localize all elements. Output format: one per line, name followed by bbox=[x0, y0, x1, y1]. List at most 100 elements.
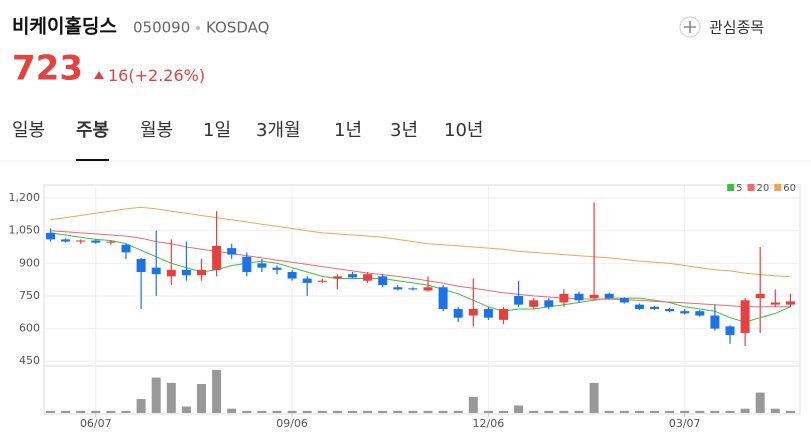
volume-bar bbox=[332, 410, 342, 413]
stock-name: 비케이홀딩스 bbox=[12, 15, 117, 38]
volume-bar bbox=[755, 392, 765, 413]
candle-body bbox=[529, 300, 539, 307]
tab[interactable]: 3개월 bbox=[256, 120, 301, 141]
tabs: 일봉 주봉 월봉 1일 3개월 1년 3년 10년 bbox=[12, 120, 483, 161]
candle-body bbox=[136, 258, 146, 273]
volume-bar bbox=[363, 410, 373, 413]
tab[interactable]: 1일 bbox=[203, 120, 231, 141]
candle-body bbox=[76, 240, 86, 242]
volume-bar bbox=[197, 383, 206, 413]
candle-body bbox=[61, 239, 71, 242]
candle-body bbox=[348, 274, 357, 278]
volume-bar bbox=[529, 410, 539, 413]
volume-bar bbox=[604, 410, 614, 413]
tab[interactable]: 월봉 bbox=[140, 120, 173, 141]
tab[interactable]: 10년 bbox=[444, 120, 483, 141]
candle-body bbox=[619, 298, 629, 303]
volume-bar bbox=[468, 396, 478, 413]
volume-bar bbox=[740, 408, 750, 413]
volume-bar bbox=[634, 410, 644, 413]
candle-body bbox=[755, 293, 765, 299]
volume-bar bbox=[499, 410, 508, 413]
change-value: 16 bbox=[108, 66, 128, 85]
candle-body bbox=[91, 240, 101, 243]
volume-bar bbox=[317, 410, 327, 413]
candle-body bbox=[483, 309, 493, 318]
volume-bar bbox=[272, 410, 282, 413]
volume-bar bbox=[408, 410, 418, 413]
volume-bar bbox=[61, 410, 71, 413]
plot-frame bbox=[43, 184, 801, 415]
candle-body bbox=[725, 326, 735, 336]
candle-body bbox=[378, 276, 388, 286]
volume-bar bbox=[453, 410, 463, 413]
volume-bar bbox=[257, 410, 267, 413]
y-tick-label: 1,200 bbox=[9, 191, 41, 204]
volume-bar bbox=[76, 410, 86, 413]
candle-body bbox=[514, 295, 524, 305]
legend-swatch bbox=[727, 184, 735, 191]
candle-body bbox=[574, 293, 584, 301]
change-pct: (+2.26%) bbox=[128, 66, 205, 85]
candle-body bbox=[453, 309, 463, 318]
tab[interactable]: 1년 bbox=[334, 120, 362, 141]
volume-bar bbox=[680, 410, 690, 413]
up-arrow bbox=[94, 71, 104, 79]
volume-bar bbox=[574, 410, 584, 413]
volume-bar bbox=[378, 410, 388, 413]
volume-bar bbox=[770, 408, 780, 413]
watch-label: 관심종목 bbox=[709, 19, 764, 37]
y-tick-label: 1,050 bbox=[9, 224, 41, 237]
y-tick-label: 600 bbox=[19, 322, 40, 335]
volume-bar bbox=[106, 410, 116, 413]
candle-body bbox=[332, 276, 342, 279]
volume-bar bbox=[483, 410, 493, 413]
volume-bar bbox=[725, 410, 735, 413]
volume-bar bbox=[710, 410, 720, 413]
price: 723 bbox=[12, 49, 83, 89]
candle-body bbox=[272, 267, 282, 270]
tab[interactable]: 3년 bbox=[390, 120, 418, 141]
separator-dot bbox=[196, 26, 200, 30]
candle-body bbox=[227, 248, 237, 255]
volume-bar bbox=[514, 405, 524, 413]
volume-bar bbox=[544, 410, 554, 413]
volume-bar bbox=[212, 370, 222, 413]
plus-icon bbox=[684, 21, 696, 33]
legend-swatch bbox=[747, 184, 755, 191]
candle-body bbox=[302, 278, 312, 283]
candle-body bbox=[710, 315, 720, 329]
candle-body bbox=[106, 241, 116, 243]
volume-bar bbox=[287, 410, 297, 413]
candle-body bbox=[468, 309, 478, 316]
watch-button[interactable]: 관심종목 bbox=[679, 16, 764, 38]
x-tick-label: 12/06 bbox=[473, 417, 505, 430]
volume-bar bbox=[91, 410, 101, 413]
volume-bar bbox=[302, 410, 312, 413]
tab[interactable]: 일봉 bbox=[12, 120, 45, 141]
volume-bar bbox=[121, 410, 131, 413]
candle-body bbox=[46, 232, 55, 240]
candle-body bbox=[634, 304, 644, 310]
candle-body bbox=[393, 287, 403, 290]
candle-body bbox=[363, 274, 373, 281]
volume-bar bbox=[785, 410, 795, 413]
change: 16(+2.26%) bbox=[108, 66, 205, 85]
stock-code: 050090 bbox=[133, 19, 190, 37]
tab-underline bbox=[76, 159, 110, 161]
volume-bar bbox=[589, 382, 599, 413]
candle-body bbox=[604, 293, 614, 299]
volume-bar bbox=[650, 410, 659, 413]
legend-label: 60 bbox=[783, 183, 796, 194]
legend-label: 5 bbox=[736, 183, 742, 194]
volume-bar bbox=[348, 410, 357, 413]
volume-bar bbox=[665, 410, 675, 413]
candle-body bbox=[770, 302, 780, 305]
y-tick-label: 450 bbox=[19, 354, 40, 367]
volume-bar bbox=[438, 410, 448, 413]
tab[interactable]: 주봉 bbox=[76, 120, 109, 141]
volume-bar bbox=[393, 410, 403, 413]
candle-body bbox=[121, 244, 131, 253]
